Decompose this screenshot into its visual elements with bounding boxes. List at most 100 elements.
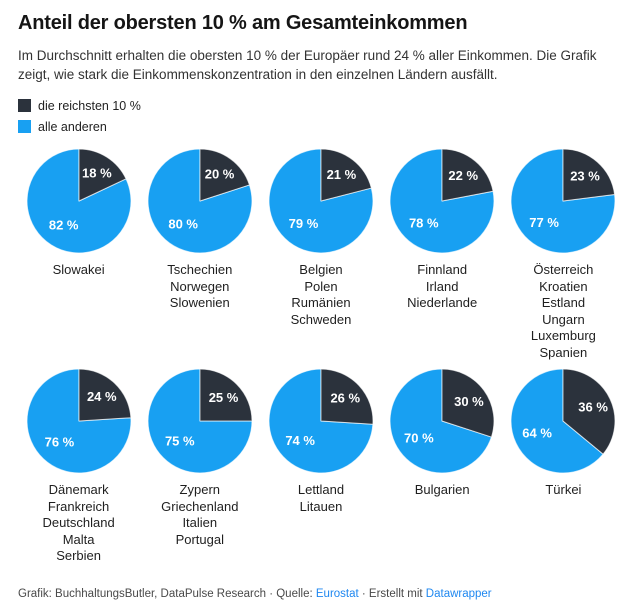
pie-slice-richest — [562, 149, 616, 202]
pie-cell: 36 % 64 % Türkei — [503, 369, 624, 565]
pie-label-others: 82 % — [48, 218, 78, 233]
country-label: Spanien — [539, 344, 588, 360]
pie-row-2: 24 % 76 % Dänemark Frankreich Deutschland Mal… — [18, 369, 624, 565]
pie-cell: 18 % 82 % Slowakei — [18, 149, 139, 361]
pie-slice-others — [390, 369, 493, 473]
country-label: Deutschland — [42, 515, 115, 530]
footer-text-middle: · Erstellt mit — [358, 587, 426, 600]
pie-chart: 36 % 64 % — [511, 369, 616, 473]
pie-slice-richest — [199, 369, 252, 422]
pie-label-richest: 20 % — [205, 167, 235, 182]
pie-country-labels: Türkei — [545, 482, 581, 499]
footer-text-prefix: Grafik: BuchhaltungsButler, DataPulse Re… — [18, 587, 316, 600]
pie-cell: 21 % 79 % Belgien Polen Rumänien Schweden — [260, 149, 381, 361]
country-label: Slowakei — [52, 262, 105, 277]
source-link[interactable]: Eurostat — [315, 587, 359, 600]
footer-attribution: Grafik: BuchhaltungsButler, DataPulse Re… — [18, 587, 624, 602]
pie-chart: 21 % 79 % — [268, 149, 373, 253]
pie-label-others: 79 % — [289, 216, 319, 231]
country-label: Norwegen — [170, 278, 230, 294]
pie-label-others: 77 % — [530, 215, 560, 230]
pie-label-others: 70 % — [404, 430, 434, 445]
pie-cell: 25 % 75 % Zypern Griechenland Italien Portuga… — [139, 369, 260, 565]
pie-country-labels: Tschechien Norwegen Slowenien — [167, 262, 232, 312]
country-label: Finnland — [417, 262, 468, 277]
pie-chart: 23 % 77 % — [511, 149, 616, 253]
pie-chart: 18 % 82 % — [26, 149, 131, 253]
pie-label-richest: 23 % — [571, 169, 601, 184]
country-label: Irland — [425, 278, 459, 294]
pie-slice-richest — [78, 149, 127, 202]
pie-slice-richest — [199, 149, 250, 202]
pie-chart: 30 % 70 % — [390, 369, 495, 473]
country-label: Frankreich — [47, 498, 110, 514]
pie-label-others: 64 % — [523, 426, 553, 441]
pie-country-labels: Finnland Irland Niederlande — [407, 262, 477, 312]
chart-subtitle: Im Durchschnitt erhalten die obersten 10… — [18, 48, 597, 82]
legend-swatch-blue-icon — [18, 120, 31, 133]
country-label: Belgien — [299, 262, 343, 277]
pie-chart: 22 % 78 % — [390, 149, 495, 253]
pie-label-others: 74 % — [285, 433, 315, 448]
country-label: Litauen — [299, 498, 343, 514]
pie-cell: 20 % 80 % Tschechien Norwegen Slowenien — [139, 149, 260, 361]
country-label: Schweden — [290, 311, 352, 327]
pie-slice-richest — [320, 369, 373, 425]
pie-slice-others — [147, 149, 252, 253]
pie-slice-richest — [320, 149, 372, 202]
country-label: Luxemburg — [530, 328, 596, 343]
pie-slice-others — [511, 369, 604, 473]
legend-item-richest: die reichsten 10 % — [18, 95, 624, 116]
pie-label-others: 80 % — [168, 217, 198, 232]
country-label: Slowenien — [169, 295, 230, 310]
pie-country-labels: Lettland Litauen — [298, 482, 344, 515]
pie-country-labels: Dänemark Frankreich Deutschland Malta Serbie… — [42, 482, 114, 565]
pie-slice-richest — [441, 369, 495, 438]
pie-slice-others — [26, 149, 131, 253]
pie-country-labels: Bulgarien — [415, 482, 470, 499]
pie-slice-others — [511, 149, 616, 253]
pie-country-labels: Österreich Kroatien Estland Ungarn Luxemburg… — [531, 262, 596, 361]
pie-label-others: 76 % — [44, 434, 74, 449]
pie-label-richest: 18 % — [82, 165, 112, 180]
country-label: Polen — [304, 278, 338, 294]
pie-cell: 23 % 77 % Österreich Kroatien Estland Ungarn L… — [503, 149, 624, 361]
pie-slice-others — [147, 369, 252, 473]
country-label: Ungarn — [542, 311, 585, 327]
pie-slice-others — [268, 149, 373, 253]
pie-slice-richest — [441, 149, 494, 202]
pie-label-richest: 22 % — [449, 168, 479, 183]
country-label: Malta — [62, 531, 95, 547]
pie-label-others: 75 % — [165, 434, 195, 449]
tool-link[interactable]: Datawrapper — [425, 587, 492, 600]
pie-slice-richest — [562, 369, 616, 455]
pie-label-richest: 26 % — [330, 391, 360, 406]
country-label: Italien — [182, 515, 218, 530]
country-label: Niederlande — [407, 295, 478, 310]
pie-label-richest: 21 % — [327, 167, 357, 182]
pie-row-1: 18 % 82 % Slowakei 20 % 80 % Tschechien Norweg… — [18, 149, 624, 361]
legend-item-others: alle anderen — [18, 116, 624, 137]
pie-cell: 22 % 78 % Finnland Irland Niederlande — [382, 149, 503, 361]
country-label: Portugal — [175, 531, 224, 547]
pie-cell: 26 % 74 % Lettland Litauen — [260, 369, 381, 565]
country-label: Bulgarien — [414, 482, 470, 497]
pie-label-richest: 36 % — [579, 399, 609, 414]
pie-slice-richest — [78, 369, 131, 422]
pie-country-labels: Belgien Polen Rumänien Schweden — [291, 262, 352, 328]
country-label: Österreich — [533, 262, 594, 277]
country-label: Dänemark — [48, 482, 109, 497]
pie-chart: 26 % 74 % — [268, 369, 373, 473]
pie-label-richest: 25 % — [208, 390, 238, 405]
country-label: Lettland — [297, 482, 345, 497]
pie-chart: 25 % 75 % — [147, 369, 252, 473]
legend-swatch-dark-icon — [18, 99, 31, 112]
country-label: Tschechien — [167, 262, 233, 277]
country-label: Serbien — [56, 548, 101, 563]
pie-label-richest: 24 % — [87, 389, 117, 404]
legend-label-others: alle anderen — [38, 119, 107, 134]
country-label: Kroatien — [539, 278, 588, 294]
pie-cell: 24 % 76 % Dänemark Frankreich Deutschland Mal… — [18, 369, 139, 565]
pie-label-others: 78 % — [409, 216, 439, 231]
pie-country-labels: Slowakei — [53, 262, 105, 279]
